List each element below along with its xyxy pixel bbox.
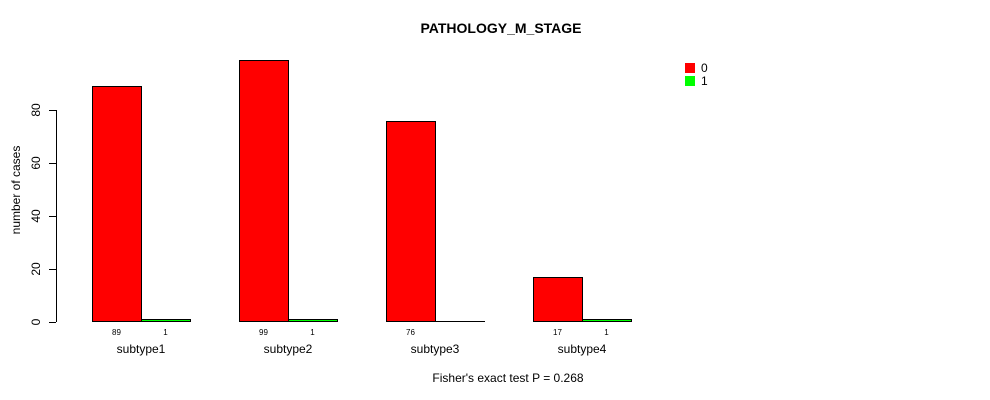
bar-value-label: 1 — [310, 328, 315, 337]
bar-subtype1-series-0 — [92, 86, 142, 322]
x-category-label: subtype3 — [410, 342, 460, 356]
legend-item-1: 1 — [685, 74, 708, 88]
y-tick-label: 60 — [29, 156, 43, 170]
legend-swatch-0 — [685, 63, 695, 73]
bar-value-label: 1 — [604, 328, 609, 337]
y-tick-label: 20 — [29, 262, 43, 276]
bar-value-label: 99 — [259, 328, 268, 337]
y-axis-label: number of cases — [9, 145, 23, 235]
y-tick-label: 80 — [29, 103, 43, 117]
bar-subtype3-series-1-zero — [435, 321, 485, 322]
legend-label-1: 1 — [701, 74, 708, 88]
y-tick — [49, 110, 56, 111]
legend-item-0: 0 — [685, 61, 708, 75]
bar-subtype4-series-0 — [533, 277, 583, 322]
y-tick — [49, 269, 56, 270]
chart-title: PATHOLOGY_M_STAGE — [420, 20, 582, 36]
bar-value-label: 17 — [553, 328, 562, 337]
x-category-label: subtype2 — [263, 342, 313, 356]
y-tick — [49, 163, 56, 164]
y-tick — [49, 322, 56, 323]
y-tick-label: 40 — [29, 209, 43, 223]
legend-label-0: 0 — [701, 61, 708, 75]
legend-swatch-1 — [685, 76, 695, 86]
fisher-test-annotation: Fisher's exact test P = 0.268 — [432, 371, 584, 385]
bar-value-label: 89 — [112, 328, 121, 337]
x-category-label: subtype1 — [116, 342, 166, 356]
bar-subtype3-series-0 — [386, 121, 436, 322]
bar-value-label: 76 — [406, 328, 415, 337]
x-category-label: subtype4 — [557, 342, 607, 356]
bar-subtype4-series-1 — [582, 319, 632, 322]
bar-subtype2-series-1 — [288, 319, 338, 322]
bar-value-label: 1 — [163, 328, 168, 337]
bar-subtype2-series-0 — [239, 60, 289, 322]
y-tick-label: 0 — [29, 318, 43, 326]
bar-subtype1-series-1 — [141, 319, 191, 322]
y-tick — [49, 216, 56, 217]
y-axis-line — [56, 110, 57, 322]
